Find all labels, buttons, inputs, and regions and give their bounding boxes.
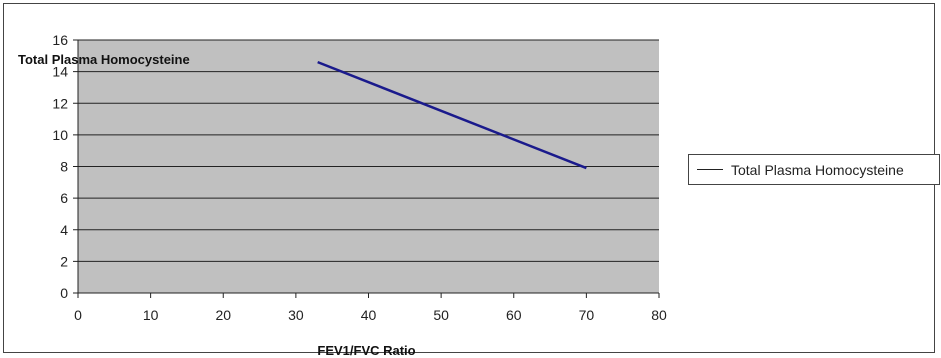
x-axis-title: FEV1/FVC Ratio (317, 343, 415, 358)
y-tick-label: 10 (52, 127, 68, 143)
y-tick-label: 6 (60, 190, 68, 206)
legend-line-swatch (697, 169, 723, 170)
x-tick-label: 0 (74, 307, 82, 323)
x-tick-label: 70 (579, 307, 595, 323)
x-tick-label: 10 (143, 307, 159, 323)
y-tick-label: 4 (60, 222, 68, 238)
x-tick-label: 30 (288, 307, 304, 323)
x-tick-label: 80 (651, 307, 667, 323)
x-tick-label: 60 (506, 307, 522, 323)
grid-lines (78, 39, 659, 262)
y-tick-label: 14 (52, 64, 68, 80)
x-tick-label: 50 (433, 307, 449, 323)
y-tick-label: 16 (52, 32, 68, 48)
series-lines (317, 60, 587, 170)
y-tick-label: 0 (60, 285, 68, 301)
legend: Total Plasma Homocysteine (688, 154, 940, 185)
x-axis-ticks: 0 10 20 30 40 50 60 70 80 (74, 293, 667, 323)
y-axis-ticks: 0 2 4 6 8 10 12 14 16 (52, 32, 78, 301)
x-tick-label: 40 (361, 307, 377, 323)
y-tick-label: 8 (60, 159, 68, 175)
y-tick-label: 12 (52, 95, 68, 111)
legend-label: Total Plasma Homocysteine (731, 161, 904, 178)
x-tick-label: 20 (215, 307, 231, 323)
y-tick-label: 2 (60, 253, 68, 269)
series-line-0 (317, 60, 587, 170)
y-axis-title: Total Plasma Homocysteine (18, 52, 190, 67)
